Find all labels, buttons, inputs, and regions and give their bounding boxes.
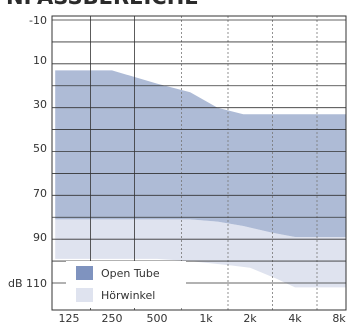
plot-frame bbox=[51, 15, 347, 311]
y-tick-label: 50 bbox=[33, 142, 47, 155]
x-tick-label: 500 bbox=[147, 312, 168, 323]
y-tick-label: 10 bbox=[33, 54, 47, 67]
y-tick-label: -10 bbox=[29, 14, 47, 27]
x-tick-label: 4k bbox=[288, 312, 302, 323]
y-tick-label: 30 bbox=[33, 98, 47, 111]
legend-label: Open Tube bbox=[101, 267, 160, 280]
legend-swatch bbox=[76, 266, 93, 280]
series-open-tube-area bbox=[55, 70, 346, 238]
x-tick-label: 1k bbox=[199, 312, 213, 323]
x-tick-label: 125 bbox=[59, 312, 80, 323]
y-tick-label: dB 110 bbox=[8, 277, 47, 290]
x-tick-label: 8k bbox=[332, 312, 346, 323]
chart-title: NPASSBEREICHE bbox=[6, 0, 199, 9]
legend-swatch bbox=[76, 288, 93, 302]
series-hoerwinkel-area bbox=[55, 219, 346, 288]
area-layer bbox=[55, 70, 346, 288]
y-tick-label: 90 bbox=[33, 231, 47, 244]
x-tick-label: 2k bbox=[243, 312, 257, 323]
grid-layer bbox=[52, 16, 346, 310]
x-tick-label: 250 bbox=[102, 312, 123, 323]
y-tick-label: 70 bbox=[33, 187, 47, 200]
legend: Open Tube Hörwinkel bbox=[66, 261, 186, 308]
axis-layer: -10 10 30 50 70 90 dB 110 125 250 500 1k 2k 4k 8k bbox=[8, 14, 347, 323]
legend-label: Hörwinkel bbox=[101, 289, 155, 302]
